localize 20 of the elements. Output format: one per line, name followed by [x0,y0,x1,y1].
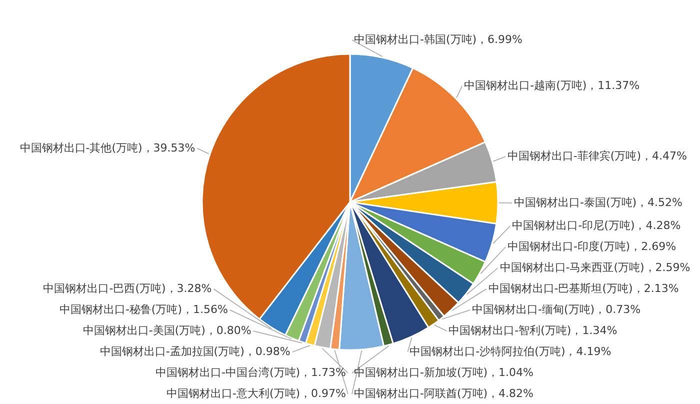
slice-label: 中国钢材出口-缅甸(万吨)，0.73% [472,303,641,316]
slice-label: 中国钢材出口-马来西亚(万吨)，2.59% [500,261,690,274]
slice-label: 中国钢材出口-智利(万吨)，1.34% [448,324,618,337]
slice-label: 中国钢材出口-沙特阿拉伯(万吨)，4.19% [410,345,612,358]
slice-label: 中国钢材出口-阿联酋(万吨)，4.82% [354,387,534,400]
slice-label: 中国钢材出口-印尼(万吨)，4.28% [512,219,681,232]
slice-label: 中国钢材出口-巴基斯坦(万吨)，2.13% [488,282,679,295]
slice-label: 中国钢材出口-意大利(万吨)，0.97% [166,387,346,400]
slice-label: 中国钢材出口-印度(万吨)，2.69% [508,240,676,253]
slice-label: 中国钢材出口-新加坡(万吨)，1.04% [354,366,534,379]
slice-label: 中国钢材出口-其他(万吨)，39.53% [20,141,196,154]
slice-label: 中国钢材出口-秘鲁(万吨)，1.56% [59,303,228,316]
slice-label: 中国钢材出口-中国台湾(万吨)，1.73% [156,366,346,379]
slice-label: 中国钢材出口-孟加拉国(万吨)，0.98% [100,345,290,358]
slice-label: 中国钢材出口-越南(万吨)，11.37% [464,78,640,92]
slice-label: 中国钢材出口-巴西(万吨)，3.28% [43,282,212,295]
slice-label: 中国钢材出口-美国(万吨)，0.80% [82,324,252,337]
slice-label: 中国钢材出口-韩国(万吨)，6.99% [354,32,522,46]
slice-label: 中国钢材出口-泰国(万吨)，4.52% [514,196,682,209]
slice-label: 中国钢材出口-菲律宾(万吨)，4.47% [507,150,687,163]
